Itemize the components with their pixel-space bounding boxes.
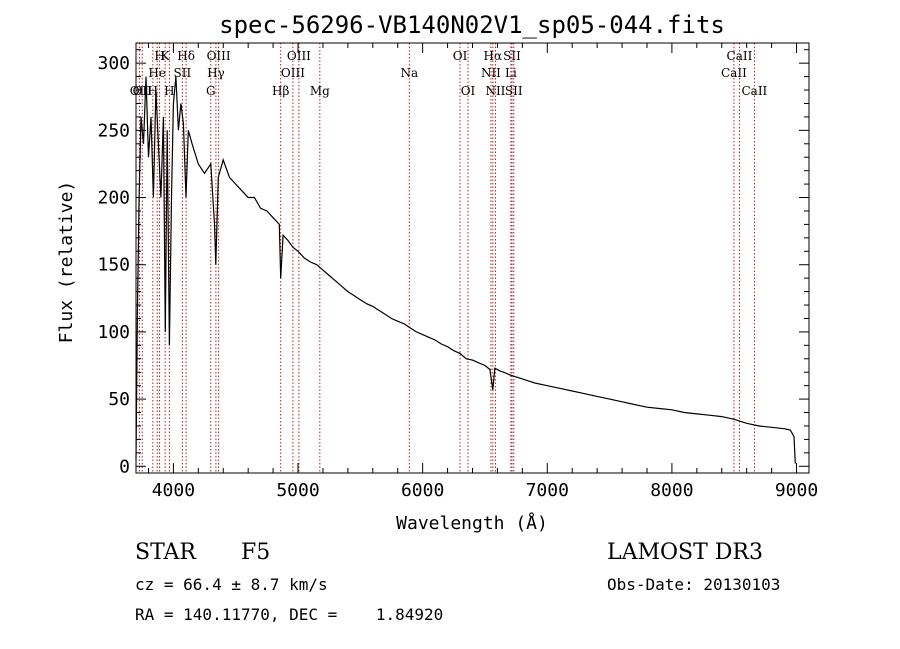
line-label: Hα [484, 49, 503, 63]
object-subclass: F5 [241, 540, 271, 565]
emission-line-markers: OIIOIIHHeHKHSIIHδGHγOIIIHβOIIIOIIIMgNaOI… [130, 43, 768, 473]
line-label: H [154, 49, 164, 63]
line-label: Na [400, 66, 418, 80]
object-class: STAR [135, 540, 196, 565]
x-axis-label: Wavelength (Å) [396, 512, 548, 534]
line-label: CaII [741, 84, 767, 98]
y-tick-label: 0 [119, 456, 130, 477]
line-label: CaII [727, 49, 753, 63]
line-label: H [164, 84, 174, 98]
x-tick-label: 7000 [526, 480, 569, 501]
ra-dec: RA = 140.11770, DEC = 1.84920 [135, 605, 444, 624]
line-label: CaII [721, 66, 747, 80]
x-tick-label: 9000 [775, 480, 818, 501]
line-label: NII [481, 66, 501, 80]
line-label: OIII [207, 49, 231, 63]
y-tick-label: 150 [97, 255, 130, 276]
line-label: Hβ [272, 84, 289, 98]
line-label: Hγ [207, 66, 225, 80]
line-label: SII [503, 49, 521, 63]
line-label: SII [174, 66, 192, 80]
line-label: SII [505, 84, 523, 98]
plot-frame [135, 42, 810, 474]
spectrum-line [135, 76, 796, 464]
y-tick-label: 300 [97, 53, 130, 74]
x-tick-label: 8000 [650, 480, 693, 501]
redshift-cz: cz = 66.4 ± 8.7 km/s [135, 575, 328, 594]
line-label: He [148, 66, 166, 80]
line-label: NII [485, 84, 505, 98]
line-label: OIII [287, 49, 311, 63]
spectrum-layer [135, 76, 796, 464]
line-label: G [206, 84, 216, 98]
y-tick-label: 200 [97, 188, 130, 209]
line-label: OII [133, 84, 153, 98]
line-label: OI [461, 84, 476, 98]
line-label: Mg [310, 84, 330, 98]
line-label: Li [505, 66, 517, 80]
survey-name: LAMOST DR3 [607, 540, 763, 565]
chart-title: spec-56296-VB140N02V1_sp05-044.fits [219, 11, 725, 39]
axes: 4000 5000 6000 7000 8000 9000 0 50 100 150 200 250 3… [97, 43, 818, 501]
line-label: H [148, 84, 158, 98]
x-tick-label: 5000 [276, 480, 319, 501]
obs-date: Obs-Date: 20130103 [607, 575, 781, 594]
line-label: OII [130, 84, 150, 98]
x-tick-label: 4000 [152, 480, 195, 501]
line-label: K [161, 49, 171, 63]
y-tick-label: 100 [97, 322, 130, 343]
y-tick-label: 50 [108, 389, 130, 410]
x-tick-label: 6000 [401, 480, 444, 501]
line-label: OI [453, 49, 468, 63]
line-label: OIII [281, 66, 305, 80]
y-axis-label: Flux (relative) [56, 181, 77, 344]
y-tick-label: 250 [97, 120, 130, 141]
line-label: Hδ [177, 49, 195, 63]
